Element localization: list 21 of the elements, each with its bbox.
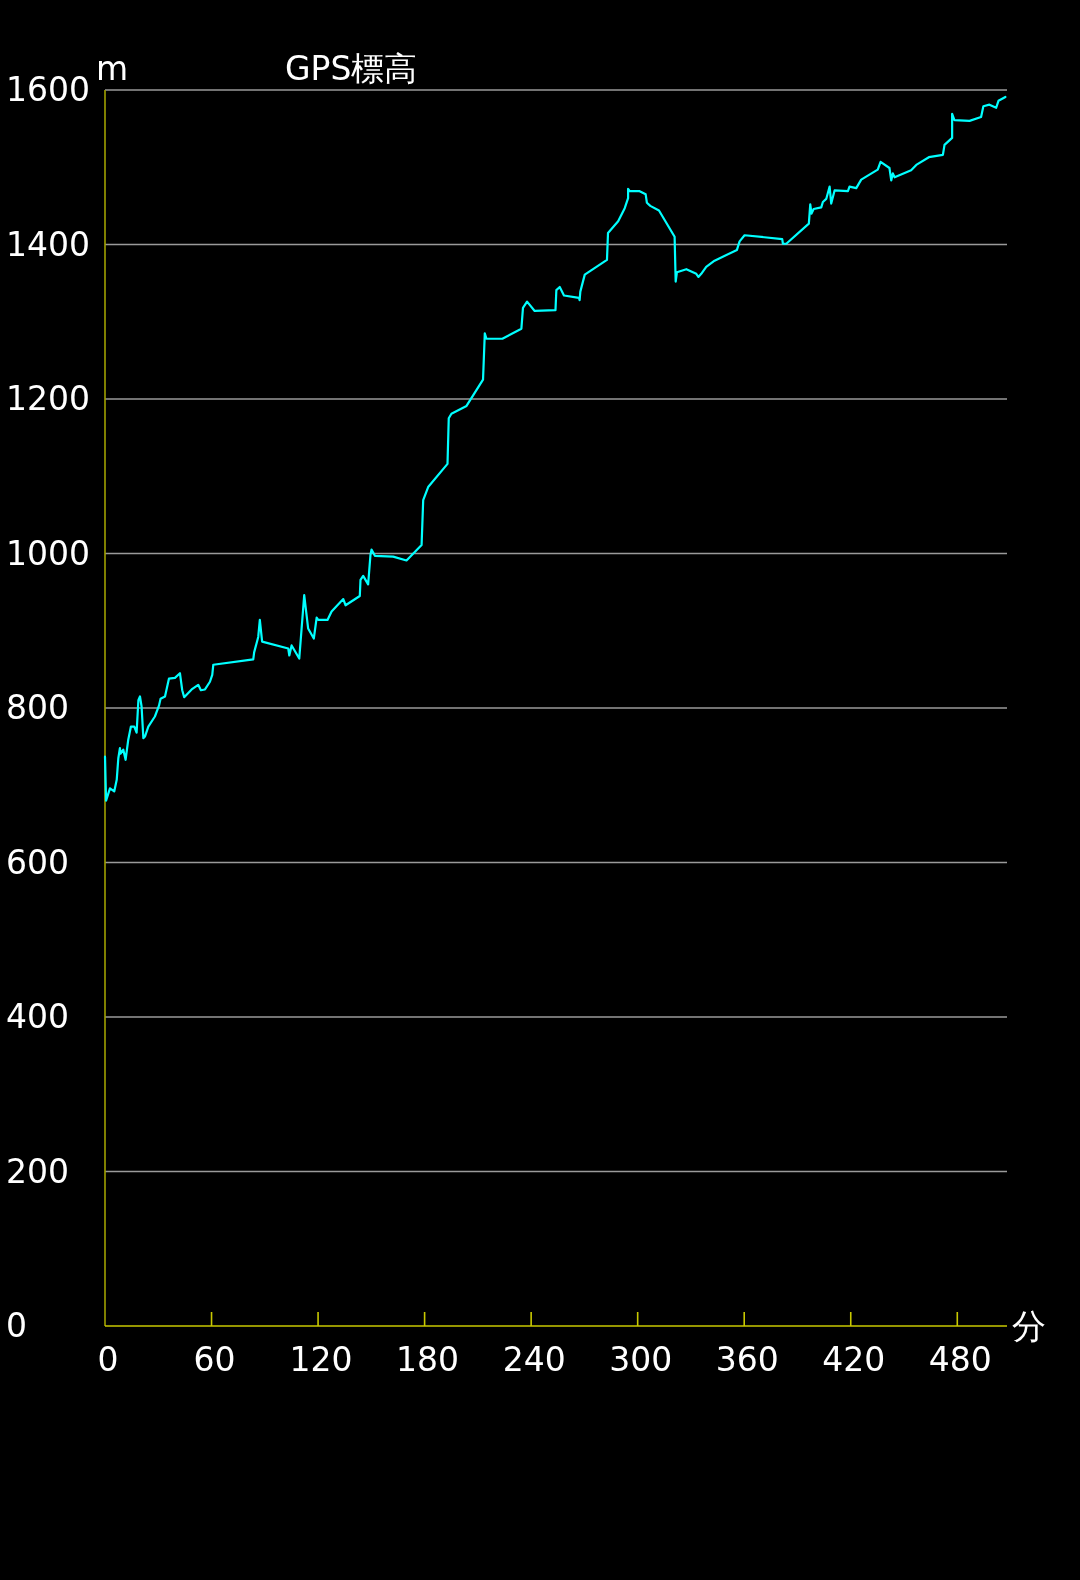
title: GPS標高 bbox=[285, 49, 418, 88]
xlabel: 分 bbox=[1012, 1306, 1046, 1346]
y-tick-label: 1400 bbox=[6, 224, 90, 264]
x-tick-label: 0 bbox=[97, 1340, 119, 1379]
x-tick-label: 480 bbox=[928, 1340, 992, 1379]
x-tick-label: 180 bbox=[396, 1340, 460, 1379]
ylabel: m bbox=[96, 49, 129, 88]
y-tick-label: 0 bbox=[6, 1306, 27, 1345]
y-tick-label: 1000 bbox=[6, 533, 90, 573]
x-tick-label: 120 bbox=[289, 1340, 353, 1379]
x-tick-label: 60 bbox=[193, 1340, 236, 1379]
x-tick-label: 420 bbox=[822, 1340, 886, 1379]
y-tick-label: 800 bbox=[6, 688, 69, 727]
y-tick-label: 200 bbox=[6, 1151, 69, 1191]
y-tick-label: 400 bbox=[6, 997, 69, 1036]
y-tick-label: 600 bbox=[6, 842, 69, 882]
x-tick-label: 360 bbox=[715, 1340, 779, 1379]
x-tick-label: 240 bbox=[502, 1340, 566, 1379]
y-tick-label: 1600 bbox=[6, 70, 90, 109]
y-tick-label: 1200 bbox=[6, 379, 90, 418]
x-tick-label: 300 bbox=[609, 1340, 673, 1379]
